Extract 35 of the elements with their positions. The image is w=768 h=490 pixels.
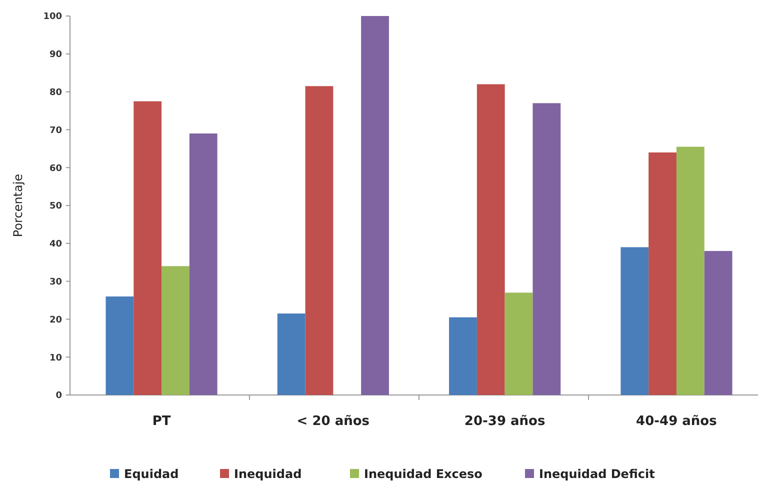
bar [620, 247, 649, 395]
bar [134, 101, 162, 395]
bar [361, 16, 389, 395]
y-tick-label: 50 [49, 202, 62, 212]
bar [277, 314, 306, 395]
y-tick-label: 100 [43, 12, 62, 22]
legend-label: Equidad [124, 467, 179, 481]
bar [648, 152, 676, 395]
bar [504, 292, 533, 395]
bar [189, 133, 218, 395]
y-tick-label: 0 [56, 391, 62, 402]
x-tick-label: 40-49 años [636, 414, 718, 429]
bar [532, 103, 561, 395]
x-tick-label: 20-39 años [464, 414, 546, 429]
x-tick-label: PT [152, 414, 171, 429]
legend-label: Inequidad [234, 467, 302, 481]
y-tick-label: 80 [49, 88, 62, 98]
bar [676, 146, 704, 395]
y-tick-label: 90 [49, 50, 62, 60]
bar [305, 86, 334, 395]
bar [476, 84, 505, 395]
y-tick-label: 30 [49, 277, 62, 288]
y-tick-label: 20 [49, 315, 62, 326]
legend-label: Inequidad Deficit [539, 467, 656, 481]
legend-label: Inequidad Exceso [364, 467, 482, 481]
bar [704, 250, 732, 395]
bar [162, 266, 190, 395]
x-tick-label: < 20 años [296, 414, 370, 429]
bar [106, 296, 134, 395]
y-tick-label: 60 [49, 164, 62, 174]
bar [449, 317, 477, 395]
y-tick-label: 70 [49, 126, 62, 136]
y-tick-label: 40 [49, 240, 62, 250]
y-tick-label: 10 [49, 353, 62, 364]
y-axis-title: Porcentaje [11, 174, 25, 238]
